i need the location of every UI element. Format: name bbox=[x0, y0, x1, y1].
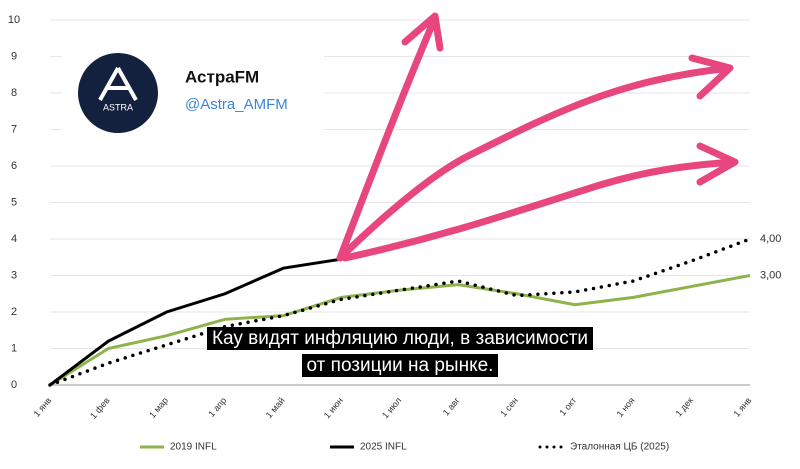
caption-line: Кау видят инфляцию люди, в зависимости bbox=[0, 327, 800, 350]
x-tick-label: 1 фев bbox=[88, 395, 112, 421]
logo bbox=[78, 53, 158, 133]
y-tick-label: 6 bbox=[11, 160, 17, 172]
y-tick-label: 9 bbox=[11, 50, 17, 62]
y-tick-label: 5 bbox=[11, 196, 17, 208]
y-tick-label: 1 bbox=[11, 342, 17, 354]
y-tick-label: 10 bbox=[8, 14, 20, 26]
legend-label: 2019 INFL bbox=[170, 442, 217, 453]
y-tick-label: 0 bbox=[11, 379, 17, 391]
series-line bbox=[49, 257, 342, 387]
x-tick-label: 1 июл bbox=[380, 395, 403, 420]
card-handle: @Astra_AMFM bbox=[185, 96, 288, 113]
x-tick-label: 1 дек bbox=[673, 395, 695, 418]
arrows bbox=[336, 12, 739, 262]
value-label: 4,00 bbox=[760, 233, 781, 245]
x-tick-label: 1 янв bbox=[31, 395, 53, 419]
caption-text: Кау видят инфляцию люди, в зависимости bbox=[206, 327, 594, 350]
y-tick-label: 8 bbox=[11, 87, 17, 99]
caption-text: от позиции на рынке. bbox=[301, 354, 499, 377]
x-tick-label: 1 авг bbox=[441, 395, 462, 418]
x-tick-label: 1 мар bbox=[147, 395, 170, 420]
series-line bbox=[48, 237, 752, 387]
logo-mark bbox=[98, 67, 138, 101]
x-tick-label: 1 май bbox=[264, 395, 287, 420]
value-label: 3,00 bbox=[760, 269, 781, 281]
x-tick-label: 1 ноя bbox=[615, 395, 637, 419]
y-tick-label: 3 bbox=[11, 269, 17, 281]
x-tick-label: 1 сен bbox=[498, 395, 520, 418]
x-tick-label: 1 янв bbox=[731, 395, 753, 419]
logo-text: ASTRA bbox=[103, 102, 133, 112]
series-line bbox=[49, 274, 751, 387]
caption-line: от позиции на рынке. bbox=[0, 354, 800, 377]
legend-label: Эталонная ЦБ (2025) bbox=[570, 442, 669, 453]
legend-label: 2025 INFL bbox=[360, 442, 407, 453]
y-tick-label: 7 bbox=[11, 123, 17, 135]
x-tick-label: 1 окт bbox=[557, 395, 578, 417]
y-tick-label: 2 bbox=[11, 306, 17, 318]
x-tick-label: 1 апр bbox=[206, 395, 228, 419]
y-tick-label: 4 bbox=[11, 233, 17, 245]
x-tick-label: 1 июн bbox=[322, 395, 345, 420]
card-name: АстраFM bbox=[185, 67, 259, 86]
